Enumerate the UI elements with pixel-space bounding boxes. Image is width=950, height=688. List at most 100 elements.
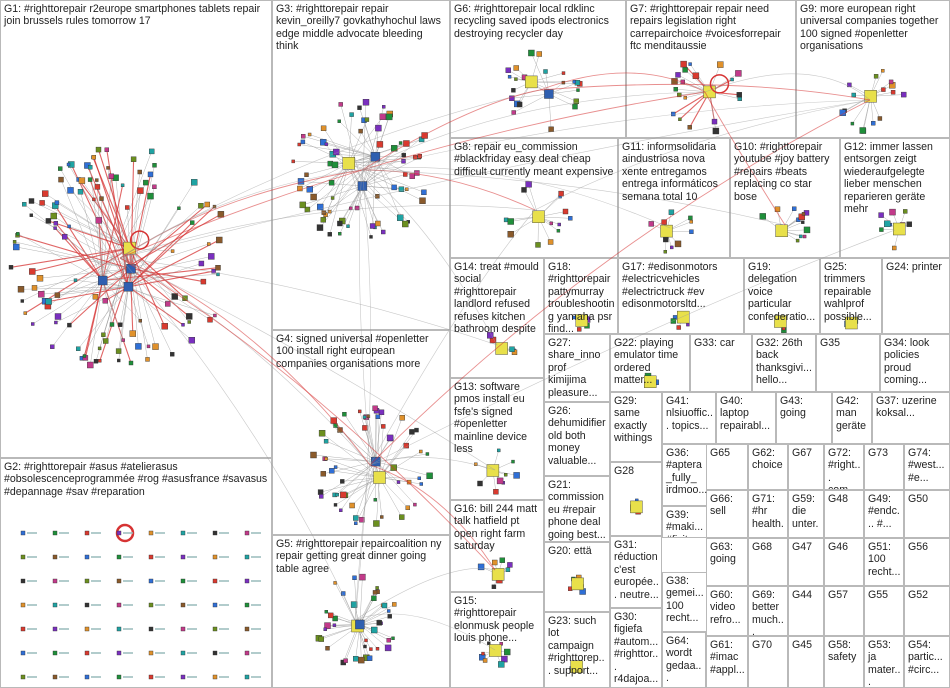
graph-node[interactable]	[212, 626, 218, 632]
graph-node[interactable]	[419, 482, 424, 486]
graph-node[interactable]	[572, 80, 577, 84]
graph-node[interactable]	[58, 176, 64, 183]
graph-node[interactable]	[22, 202, 27, 207]
graph-node[interactable]	[325, 645, 330, 651]
graph-hub-node[interactable]	[544, 89, 554, 99]
graph-hub-node[interactable]	[123, 241, 136, 255]
graph-node[interactable]	[50, 212, 57, 220]
graph-node[interactable]	[774, 206, 781, 212]
graph-node[interactable]	[481, 651, 485, 656]
graph-node[interactable]	[116, 674, 122, 680]
graph-node[interactable]	[84, 554, 90, 560]
graph-node[interactable]	[392, 602, 397, 607]
graph-node[interactable]	[331, 161, 339, 169]
graph-node[interactable]	[511, 88, 516, 93]
graph-node[interactable]	[385, 113, 393, 121]
graph-node[interactable]	[116, 554, 122, 560]
graph-node[interactable]	[87, 361, 94, 369]
graph-node[interactable]	[670, 318, 677, 324]
graph-node[interactable]	[340, 591, 346, 596]
graph-node[interactable]	[889, 208, 896, 216]
graph-node[interactable]	[362, 415, 367, 419]
graph-node[interactable]	[38, 291, 45, 298]
graph-node[interactable]	[148, 650, 154, 656]
graph-node[interactable]	[350, 601, 358, 608]
graph-node[interactable]	[50, 344, 55, 349]
graph-node[interactable]	[390, 464, 397, 471]
graph-node[interactable]	[346, 224, 350, 228]
graph-node[interactable]	[95, 217, 103, 224]
graph-node[interactable]	[562, 208, 569, 215]
graph-node[interactable]	[304, 172, 309, 178]
graph-node[interactable]	[320, 471, 326, 477]
graph-node[interactable]	[735, 70, 742, 77]
graph-node[interactable]	[499, 557, 505, 563]
graph-node[interactable]	[373, 498, 378, 502]
graph-node[interactable]	[568, 216, 573, 221]
graph-node[interactable]	[378, 409, 385, 416]
graph-node[interactable]	[39, 200, 45, 206]
graph-node[interactable]	[52, 650, 58, 656]
graph-node[interactable]	[507, 562, 513, 568]
graph-node[interactable]	[137, 169, 142, 175]
graph-node[interactable]	[92, 294, 99, 300]
graph-node[interactable]	[399, 514, 405, 520]
graph-node[interactable]	[414, 170, 420, 176]
graph-node[interactable]	[903, 209, 908, 214]
graph-hub-node[interactable]	[495, 342, 508, 355]
graph-node[interactable]	[380, 229, 386, 235]
graph-node[interactable]	[244, 602, 250, 608]
graph-node[interactable]	[372, 405, 378, 412]
graph-node[interactable]	[29, 213, 33, 217]
graph-node[interactable]	[375, 586, 379, 590]
graph-node[interactable]	[417, 476, 422, 481]
graph-node[interactable]	[301, 133, 306, 139]
graph-node[interactable]	[507, 230, 514, 238]
graph-node[interactable]	[84, 602, 90, 608]
graph-node[interactable]	[671, 78, 678, 85]
graph-node[interactable]	[333, 465, 338, 469]
graph-node[interactable]	[66, 162, 71, 167]
graph-node[interactable]	[147, 171, 154, 178]
graph-node[interactable]	[23, 311, 27, 315]
graph-hub-node[interactable]	[864, 90, 877, 103]
graph-node[interactable]	[317, 203, 324, 211]
graph-node[interactable]	[148, 148, 155, 155]
graph-node[interactable]	[330, 196, 335, 200]
graph-node[interactable]	[557, 222, 561, 227]
graph-node[interactable]	[116, 650, 122, 656]
graph-node[interactable]	[338, 102, 343, 107]
graph-node[interactable]	[324, 457, 328, 461]
graph-node[interactable]	[52, 554, 58, 560]
graph-node[interactable]	[375, 414, 381, 420]
graph-node[interactable]	[405, 187, 409, 192]
graph-node[interactable]	[352, 655, 359, 662]
graph-node[interactable]	[677, 92, 682, 98]
graph-node[interactable]	[375, 124, 382, 132]
graph-node[interactable]	[320, 125, 327, 132]
graph-node[interactable]	[297, 178, 305, 185]
graph-node[interactable]	[573, 98, 579, 105]
graph-node[interactable]	[152, 184, 157, 190]
graph-node[interactable]	[52, 674, 58, 680]
graph-node[interactable]	[198, 202, 204, 209]
graph-node[interactable]	[364, 117, 370, 122]
graph-node[interactable]	[379, 113, 387, 120]
graph-node[interactable]	[547, 239, 554, 245]
graph-node[interactable]	[873, 74, 879, 79]
graph-node[interactable]	[20, 554, 26, 560]
graph-node[interactable]	[20, 299, 24, 303]
graph-node[interactable]	[148, 554, 154, 560]
graph-node[interactable]	[20, 626, 26, 632]
graph-node[interactable]	[648, 221, 654, 227]
graph-node[interactable]	[386, 637, 391, 643]
graph-node[interactable]	[339, 508, 343, 513]
graph-node[interactable]	[323, 627, 327, 632]
graph-node[interactable]	[84, 650, 90, 656]
graph-node[interactable]	[362, 425, 368, 431]
graph-node[interactable]	[120, 183, 125, 188]
graph-node[interactable]	[97, 346, 102, 351]
graph-node[interactable]	[405, 505, 411, 511]
graph-node[interactable]	[511, 110, 516, 115]
graph-node[interactable]	[318, 429, 326, 437]
